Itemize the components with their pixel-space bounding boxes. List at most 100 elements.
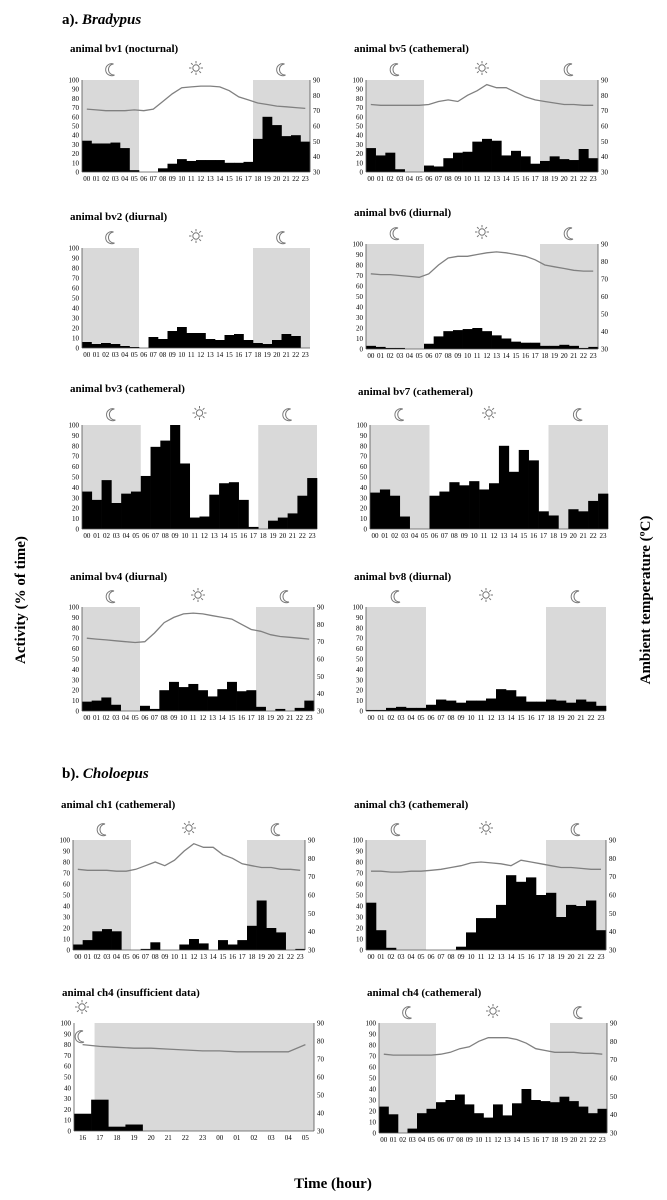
x-tick-label: 00: [367, 175, 375, 183]
y-tick-label: 70: [64, 1052, 72, 1060]
bar-bv5-22: [578, 149, 589, 172]
sun-icon-ray: [200, 589, 204, 593]
sun-icon-ray: [488, 830, 492, 834]
x-tick-label: 01: [378, 714, 386, 722]
x-tick-label: 08: [448, 953, 456, 961]
x-tick-label: 03: [396, 352, 404, 360]
x-tick-label: 19: [558, 953, 566, 961]
y2-tick-label: 80: [609, 855, 617, 863]
sun-icon-disc: [478, 228, 486, 236]
night-shading: [366, 244, 424, 349]
y-tick-label: 50: [356, 892, 364, 900]
sun-icon-disc: [78, 1003, 86, 1011]
x-tick-label: 08: [152, 953, 160, 961]
bar-ch1-04: [111, 931, 122, 950]
x-tick-label: 14: [220, 532, 228, 540]
x-tick-label: 23: [297, 953, 305, 961]
y2-tick-label: 40: [601, 153, 609, 161]
x-tick-label: 04: [121, 351, 129, 359]
moon-icon: [390, 823, 401, 837]
x-tick-label: 05: [131, 175, 139, 183]
y-tick-label: 90: [356, 848, 364, 856]
y-tick-label: 20: [356, 150, 364, 158]
sun-icon-ray: [190, 70, 194, 74]
bar-bv7-11: [479, 489, 490, 529]
x-tick-label: 10: [178, 351, 186, 359]
bar-bv3-08: [160, 440, 171, 529]
y-tick-label: 20: [63, 925, 71, 933]
x-tick-label: 23: [302, 351, 310, 359]
x-tick-label: 06: [437, 1136, 445, 1144]
bar-ch1-03: [102, 929, 112, 950]
bar-ch1-00: [73, 944, 83, 950]
bar-ch3-02: [386, 947, 397, 950]
y-tick-label: 10: [63, 936, 71, 944]
x-tick-label: 03: [401, 532, 409, 540]
x-tick-label: 21: [580, 1136, 588, 1144]
sun-icon-ray: [84, 1001, 88, 1005]
y2-tick-label: 80: [313, 92, 321, 100]
y2-tick-label: 50: [601, 138, 609, 146]
y-tick-label: 0: [76, 526, 80, 534]
bar-bv3-16: [238, 499, 249, 529]
x-tick-label: 02: [391, 532, 399, 540]
x-tick-label: 03: [398, 714, 406, 722]
sun-icon: [479, 821, 493, 835]
y2-tick-label: 70: [317, 1056, 325, 1064]
bar-bv3-21: [287, 513, 298, 529]
y-tick-label: 80: [356, 262, 364, 270]
y2-tick-label: 40: [609, 928, 617, 936]
sun-icon-ray: [192, 589, 196, 593]
bar-bv1-14: [215, 160, 225, 172]
bar-ch3-14: [506, 875, 517, 950]
y-tick-label: 0: [76, 169, 80, 177]
x-tick-label: 19: [269, 532, 277, 540]
y-tick-label: 20: [356, 925, 364, 933]
x-tick-label: 17: [532, 352, 540, 360]
bar-ch4a-16: [74, 1113, 92, 1131]
sun-icon-ray: [488, 589, 492, 593]
y-tick-label: 10: [369, 1119, 377, 1127]
x-tick-label: 06: [425, 175, 433, 183]
x-tick-label: 21: [578, 953, 586, 961]
bar-ch3-00: [366, 902, 377, 950]
bar-ch1-07: [140, 948, 151, 950]
x-tick-label: 00: [216, 1134, 224, 1142]
x-tick-label: 11: [190, 714, 197, 722]
y2-tick-label: 30: [610, 1130, 618, 1138]
bar-bv3-04: [121, 493, 132, 529]
x-tick-label: 13: [207, 351, 215, 359]
y-tick-label: 90: [63, 848, 71, 856]
y-tick-label: 100: [357, 422, 368, 430]
y-tick-label: 30: [356, 676, 364, 684]
x-tick-label: 06: [428, 714, 436, 722]
x-tick-label: 09: [169, 175, 177, 183]
chart-title: animal bv4 (diurnal): [70, 571, 168, 583]
bar-bv7-14: [508, 471, 520, 529]
x-tick-label: 10: [464, 352, 472, 360]
x-tick-label: 01: [93, 714, 101, 722]
y-tick-label: 70: [356, 272, 364, 280]
bar-bv6-03: [395, 347, 405, 349]
x-tick-label: 06: [140, 351, 148, 359]
x-tick-label: 00: [83, 175, 91, 183]
y-tick-label: 0: [76, 708, 80, 716]
bar-ch1-12: [189, 939, 199, 950]
sun-icon-ray: [183, 822, 187, 826]
bar-ch4b-13: [502, 1115, 513, 1133]
bar-bv2-17: [243, 340, 254, 348]
bar-bv5-11: [472, 141, 483, 172]
y-tick-label: 90: [369, 1031, 377, 1039]
x-tick-label: 21: [165, 1134, 173, 1142]
chart-title: animal bv5 (cathemeral): [354, 43, 469, 55]
y-tick-label: 10: [356, 936, 364, 944]
x-tick-label: 15: [523, 1136, 531, 1144]
x-tick-label: 17: [245, 175, 253, 183]
bar-ch4b-12: [493, 1104, 503, 1133]
moon-icon: [74, 1030, 85, 1044]
x-tick-label: 08: [451, 532, 459, 540]
y-tick-label: 0: [364, 526, 368, 534]
bar-bv3-10: [179, 463, 191, 529]
y-tick-label: 40: [72, 484, 80, 492]
bar-ch4b-09: [464, 1104, 475, 1133]
